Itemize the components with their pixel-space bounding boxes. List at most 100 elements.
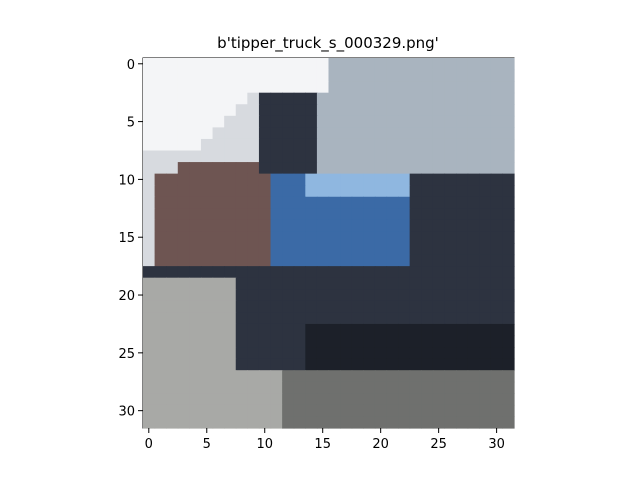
pixel — [189, 381, 202, 394]
pixel — [235, 185, 248, 198]
pixel — [363, 393, 376, 406]
pixel — [398, 231, 411, 244]
pixel — [340, 393, 353, 406]
pixel — [166, 370, 179, 383]
pixel — [270, 323, 283, 337]
pixel — [502, 393, 515, 406]
pixel — [293, 393, 306, 406]
pixel — [467, 115, 480, 128]
pixel — [189, 104, 202, 117]
pixel — [490, 185, 503, 198]
pixel — [177, 300, 190, 313]
pixel — [224, 138, 237, 152]
pixel — [247, 289, 260, 302]
pixel — [293, 127, 306, 140]
pixel — [166, 81, 179, 94]
pixel — [490, 323, 503, 337]
pixel — [189, 266, 202, 279]
pixel — [177, 277, 190, 290]
pixel — [374, 358, 388, 371]
pixel — [200, 150, 214, 163]
pixel — [270, 381, 283, 394]
pixel — [270, 266, 283, 279]
pixel — [212, 58, 225, 71]
pixel — [467, 300, 480, 313]
pixel — [479, 266, 492, 279]
pixel — [224, 277, 237, 290]
pixel — [479, 58, 492, 71]
pixel — [143, 162, 156, 175]
pixel — [154, 335, 167, 348]
pixel — [386, 335, 399, 348]
pixel — [374, 162, 388, 175]
pixel — [479, 300, 492, 313]
pixel — [409, 266, 422, 279]
pixel — [351, 115, 364, 128]
pixel — [467, 219, 480, 233]
pixel — [200, 370, 214, 383]
pixel — [200, 393, 214, 406]
pixel — [293, 231, 306, 244]
pixel — [143, 335, 156, 348]
pixel — [490, 81, 503, 94]
pixel — [432, 92, 446, 105]
pixel — [212, 69, 225, 82]
pixel — [467, 69, 480, 82]
pixel — [316, 254, 330, 267]
pixel — [247, 335, 260, 348]
pixel — [293, 219, 306, 233]
pixel — [444, 196, 457, 209]
pixel — [409, 196, 422, 209]
pixel — [421, 266, 434, 279]
pixel — [305, 173, 318, 186]
pixel — [409, 300, 422, 313]
pixel — [200, 115, 214, 128]
pixel — [282, 358, 295, 371]
pixel — [154, 243, 167, 256]
pixel — [316, 69, 330, 82]
pixel — [316, 231, 330, 244]
pixel — [235, 370, 248, 383]
pixel — [374, 115, 388, 128]
pixel — [386, 416, 399, 429]
pixel — [432, 219, 446, 233]
pixel — [305, 289, 318, 302]
pixel — [479, 358, 492, 371]
pixel — [258, 208, 272, 221]
pixel — [351, 416, 364, 429]
pixel — [328, 347, 341, 360]
pixel — [143, 370, 156, 383]
pixel — [490, 138, 503, 152]
pixel — [386, 185, 399, 198]
pixel — [258, 219, 272, 233]
pixel — [166, 393, 179, 406]
pixel — [154, 69, 167, 82]
x-tick-label: 20 — [372, 437, 389, 452]
pixel — [386, 69, 399, 82]
pixel — [432, 196, 446, 209]
pixel — [316, 162, 330, 175]
pixel — [293, 300, 306, 313]
pixel — [200, 300, 214, 313]
pixel — [189, 150, 202, 163]
pixel — [374, 58, 388, 71]
pixel — [432, 393, 446, 406]
pixel — [374, 266, 388, 279]
pixel — [282, 381, 295, 394]
pixel — [421, 312, 434, 325]
pixel — [351, 381, 364, 394]
pixel — [270, 115, 283, 128]
pixel — [224, 243, 237, 256]
pixel — [374, 347, 388, 360]
pixel — [189, 81, 202, 94]
pixel — [374, 219, 388, 233]
pixel — [398, 150, 411, 163]
pixel — [421, 138, 434, 152]
pixel — [305, 393, 318, 406]
pixel — [189, 254, 202, 267]
pixel — [212, 416, 225, 429]
pixel — [189, 162, 202, 175]
pixel — [386, 254, 399, 267]
pixel — [270, 231, 283, 244]
pixel — [351, 358, 364, 371]
